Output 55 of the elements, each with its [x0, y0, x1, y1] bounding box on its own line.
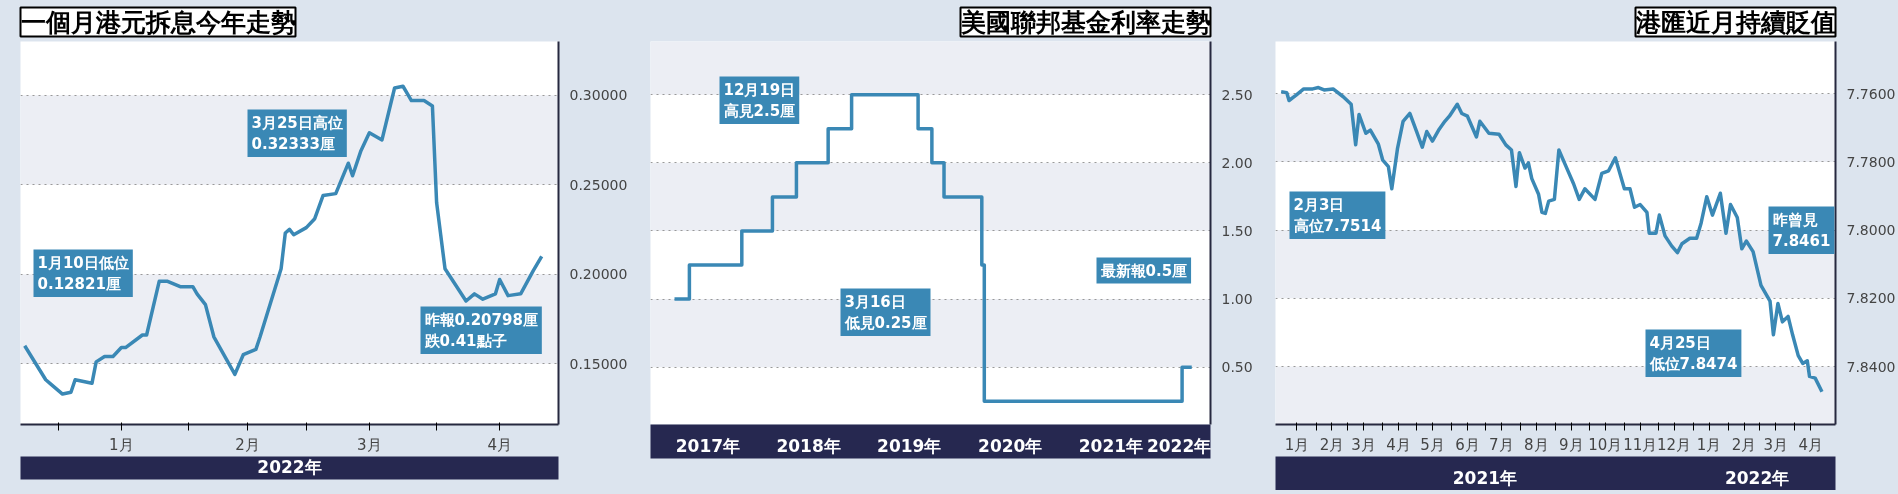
- x2-tick-label: 2022年: [1724, 467, 1790, 488]
- x-tick-label: 2019年: [877, 435, 942, 456]
- y-tick-label: 1.00: [1221, 291, 1253, 308]
- x-tick-label: 3月: [1763, 435, 1788, 454]
- y-tick-label: 2.00: [1221, 154, 1253, 171]
- x-tick-label: 7月: [1489, 435, 1514, 454]
- x-tick-label: 1月: [109, 435, 134, 454]
- annotation: 1月10日低位0.12821厘: [37, 253, 129, 294]
- y-tick-label: 0.50: [1221, 359, 1253, 376]
- y-tick-label: 0.15000: [569, 355, 628, 372]
- x-tick-label: 2020年: [978, 435, 1043, 456]
- y-tick-label: 1.50: [1221, 222, 1253, 239]
- chart-title: 美國聯邦基金利率走勢: [959, 7, 1211, 37]
- x-tick-label: 11月: [1623, 435, 1658, 454]
- x-tick-label: 2月: [1731, 435, 1757, 454]
- x-tick-label: 1月: [1284, 435, 1310, 454]
- x-tick-label: 9月: [1559, 435, 1584, 454]
- x-tick-label: 3月: [1351, 435, 1376, 454]
- annotation: 12月19日高見2.5厘: [723, 80, 796, 121]
- y-tick-label: 7.7600: [1846, 85, 1896, 102]
- x-tick-label: 2022年: [1146, 435, 1212, 456]
- annotation: 2月3日高位7.7514: [1293, 195, 1382, 236]
- y-tick-label: 7.8000: [1846, 222, 1896, 239]
- y-tick-label: 0.30000: [569, 87, 628, 104]
- annotation: 3月16日低見0.25厘: [843, 292, 927, 333]
- x-tick-label: 2017年: [675, 435, 741, 456]
- chart-title: 港匯近月持續貶值: [1634, 7, 1836, 37]
- x-tick-label: 2月: [235, 435, 260, 454]
- x-tick-label: 8月: [1524, 435, 1549, 454]
- chart-title: 一個月港元拆息今年走勢: [20, 7, 296, 37]
- y-tick-label: 0.25000: [569, 176, 628, 193]
- x-tick-label: 5月: [1420, 435, 1445, 454]
- annotation: 昨報0.20798厘跌0.41點子: [423, 310, 538, 351]
- annotation: 昨曾見7.8461: [1772, 210, 1831, 251]
- x-tick-label: 6月: [1455, 435, 1480, 454]
- x-tick-label: 3月: [357, 435, 382, 454]
- x-tick-label: 2021年: [1078, 435, 1144, 456]
- annotation: 3月25日高位0.32333厘: [251, 113, 343, 154]
- y-tick-label: 7.8400: [1846, 358, 1896, 375]
- x2-tick-label: 2021年: [1452, 467, 1518, 488]
- x-tick-label: 10月: [1588, 435, 1623, 454]
- y-tick-label: 2.50: [1221, 86, 1253, 103]
- y-tick-label: 7.7800: [1846, 153, 1896, 170]
- x-tick-label: 4月: [1386, 435, 1411, 454]
- x-tick-label: 2月: [1319, 435, 1345, 454]
- x-tick-label: 12月: [1657, 435, 1692, 454]
- x-tick-label: 4月: [1798, 435, 1823, 454]
- y-tick-label: 0.20000: [569, 266, 628, 283]
- x-tick-label: 1月: [1696, 435, 1722, 454]
- y-tick-label: 7.8200: [1846, 290, 1896, 307]
- annotation: 4月25日低位7.8474: [1648, 333, 1738, 374]
- x-axis-title: 2022年: [257, 456, 322, 477]
- x-tick-label: 4月: [487, 435, 512, 454]
- annotation: 最新報0.5厘: [1099, 261, 1188, 280]
- x-tick-label: 2018年: [776, 435, 841, 456]
